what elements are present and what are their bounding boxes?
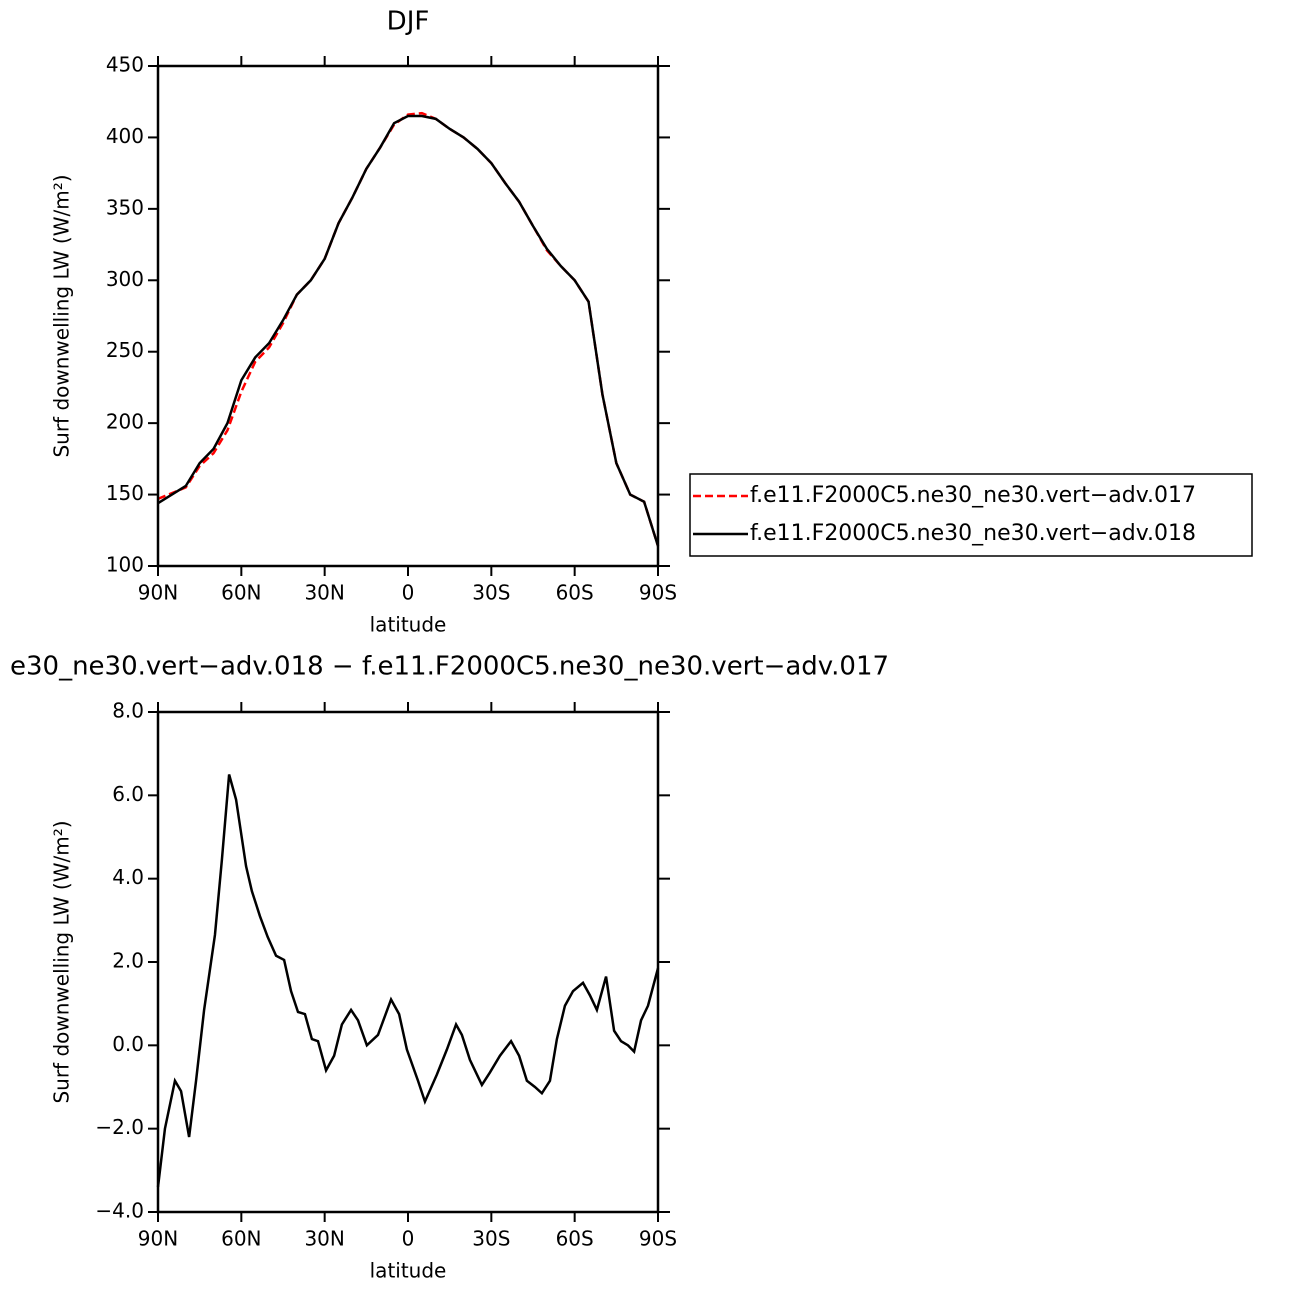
legend-label: f.e11.F2000C5.ne30_ne30.vert−adv.017 bbox=[750, 483, 1196, 508]
y-tick-label: 350 bbox=[106, 195, 144, 219]
y-tick-label: −2.0 bbox=[95, 1115, 144, 1139]
y-axis-label: Surf downwelling LW (W/m²) bbox=[50, 174, 74, 457]
x-tick-label: 30N bbox=[304, 1227, 344, 1251]
y-tick-label: 150 bbox=[106, 481, 144, 505]
y-tick-label: 300 bbox=[106, 267, 144, 291]
plot-frame bbox=[156, 64, 660, 568]
x-tick-label: 0 bbox=[402, 1227, 415, 1251]
y-tick-label: 6.0 bbox=[112, 782, 144, 806]
x-tick-label: 60S bbox=[556, 581, 594, 605]
series-line bbox=[157, 111, 660, 547]
series-line bbox=[156, 774, 660, 1188]
x-tick-label: 90S bbox=[639, 581, 677, 605]
x-tick-label: 60N bbox=[221, 581, 261, 605]
x-tick-label: 90S bbox=[639, 1227, 677, 1251]
chart-title: e30_ne30.vert−adv.018 − f.e11.F2000C5.ne… bbox=[10, 652, 889, 682]
x-tick-label: 60S bbox=[556, 1227, 594, 1251]
y-tick-label: 200 bbox=[106, 410, 144, 434]
y-tick-label: 400 bbox=[106, 124, 144, 148]
legend-box bbox=[689, 473, 1253, 557]
y-tick-label: 100 bbox=[106, 553, 144, 577]
x-tick-label: 90N bbox=[138, 1227, 178, 1251]
y-tick-label: 0.0 bbox=[112, 1032, 144, 1056]
y-tick-label: 4.0 bbox=[112, 865, 144, 889]
x-tick-label: 60N bbox=[221, 1227, 261, 1251]
y-tick-label: −4.0 bbox=[95, 1199, 144, 1223]
plot-frame bbox=[156, 710, 660, 1214]
y-tick-label: 8.0 bbox=[112, 699, 144, 723]
x-tick-label: 30S bbox=[472, 581, 510, 605]
x-tick-label: 30N bbox=[304, 581, 344, 605]
x-tick-label: 30S bbox=[472, 1227, 510, 1251]
x-axis-label: latitude bbox=[370, 613, 447, 637]
y-tick-label: 450 bbox=[106, 53, 144, 77]
x-tick-label: 90N bbox=[138, 581, 178, 605]
series-line bbox=[157, 114, 660, 547]
y-tick-label: 2.0 bbox=[112, 949, 144, 973]
x-axis-label: latitude bbox=[370, 1259, 447, 1283]
legend-label: f.e11.F2000C5.ne30_ne30.vert−adv.018 bbox=[750, 521, 1196, 546]
x-tick-label: 0 bbox=[402, 581, 415, 605]
chart-title: DJF bbox=[387, 7, 430, 37]
y-tick-label: 250 bbox=[106, 338, 144, 362]
y-axis-label: Surf downwelling LW (W/m²) bbox=[50, 820, 74, 1103]
